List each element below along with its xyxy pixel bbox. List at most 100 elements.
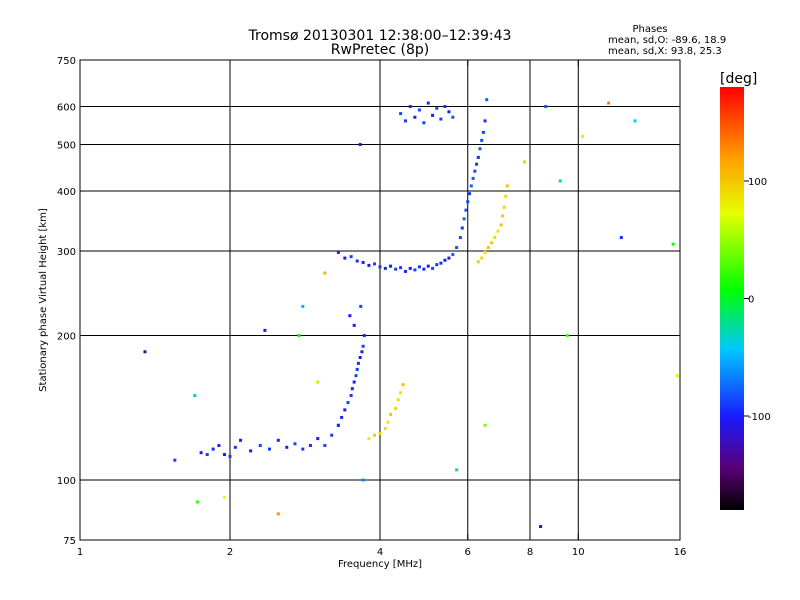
data-point xyxy=(358,355,362,359)
grid-lines xyxy=(80,60,680,540)
data-point xyxy=(293,442,297,446)
data-point xyxy=(502,205,506,209)
data-point xyxy=(422,121,426,125)
data-point xyxy=(349,394,353,398)
data-point xyxy=(478,147,482,151)
data-point xyxy=(223,453,227,457)
stats-x-line: mean, sd,X: 93.8, 25.3 xyxy=(608,46,722,57)
data-point xyxy=(352,380,356,384)
y-tick-label: 500 xyxy=(57,141,76,152)
data-point xyxy=(464,208,468,212)
data-point xyxy=(301,304,305,308)
data-point xyxy=(373,262,377,266)
data-point xyxy=(346,401,350,405)
y-tick-label: 100 xyxy=(57,476,76,487)
data-point xyxy=(383,427,387,431)
data-point xyxy=(195,500,199,504)
data-point xyxy=(475,162,479,166)
data-point xyxy=(417,265,421,269)
data-point xyxy=(389,412,393,416)
colorbar xyxy=(720,87,744,510)
data-point xyxy=(426,101,430,105)
data-point xyxy=(394,406,398,410)
data-point xyxy=(361,344,365,348)
data-point xyxy=(323,271,327,275)
data-point xyxy=(435,263,439,267)
data-point xyxy=(455,246,459,250)
data-point xyxy=(217,444,221,448)
data-point xyxy=(263,328,267,332)
data-point xyxy=(408,105,412,109)
data-point xyxy=(362,334,366,338)
colorbar-tick-label: 100 xyxy=(748,177,767,188)
data-point xyxy=(367,263,371,267)
chart-title: Tromsø 20130301 12:38:00–12:39:43 xyxy=(248,28,512,44)
x-tick-label: 6 xyxy=(465,547,471,558)
data-point xyxy=(439,261,443,265)
data-point xyxy=(485,98,489,102)
data-point xyxy=(483,250,487,254)
data-point xyxy=(483,119,487,123)
chart-subtitle: RwPretec (8p) xyxy=(331,42,429,58)
data-point xyxy=(403,119,407,123)
data-point xyxy=(422,267,426,271)
data-point xyxy=(249,449,253,453)
data-point xyxy=(443,105,447,109)
colorbar-ticks: 100 0 -100 xyxy=(744,177,771,423)
x-tick-label: 10 xyxy=(572,547,585,558)
x-axis-ticks: 1 2 4 6 8 10 16 xyxy=(77,60,687,558)
data-point xyxy=(435,106,439,110)
x-tick-label: 16 xyxy=(674,547,687,558)
x-axis-label: Frequency [MHz] xyxy=(338,559,422,570)
data-point xyxy=(399,112,403,116)
data-point xyxy=(308,444,312,448)
data-point xyxy=(476,155,480,159)
data-point xyxy=(413,268,417,272)
data-point xyxy=(383,266,387,270)
data-point xyxy=(396,398,400,402)
data-point xyxy=(340,415,344,419)
data-point xyxy=(389,264,393,268)
data-point xyxy=(501,214,505,218)
y-axis-label: Stationary phase Virtual Height [km] xyxy=(38,208,49,392)
data-point xyxy=(193,394,197,398)
data-point xyxy=(462,217,466,221)
data-point xyxy=(394,267,398,271)
data-point xyxy=(285,445,289,449)
data-point xyxy=(233,445,237,449)
data-point xyxy=(483,423,487,427)
data-point xyxy=(468,192,472,196)
data-point xyxy=(490,241,494,245)
data-point xyxy=(451,115,455,119)
data-point xyxy=(675,374,679,378)
data-point xyxy=(607,101,611,105)
y-tick-label: 200 xyxy=(57,332,76,343)
data-point xyxy=(199,451,203,455)
data-point xyxy=(343,256,347,260)
data-point xyxy=(205,453,209,457)
data-point xyxy=(523,160,527,164)
data-point xyxy=(356,361,360,365)
data-point xyxy=(399,266,403,270)
data-point xyxy=(496,229,500,233)
data-point xyxy=(336,250,340,254)
data-point xyxy=(480,138,484,142)
data-point xyxy=(360,350,364,354)
data-point xyxy=(466,200,470,204)
y-tick-label: 300 xyxy=(57,247,76,258)
x-tick-label: 1 xyxy=(77,547,83,558)
stats-header: Phases xyxy=(632,24,667,35)
data-point xyxy=(413,115,417,119)
data-point xyxy=(401,383,405,387)
data-point xyxy=(493,236,497,240)
data-point xyxy=(565,334,569,338)
data-point xyxy=(367,437,371,441)
data-point xyxy=(460,226,464,230)
data-point xyxy=(297,334,301,338)
data-point xyxy=(581,134,585,138)
data-point xyxy=(359,304,363,308)
data-point xyxy=(447,110,451,114)
data-points xyxy=(143,98,679,529)
data-point xyxy=(471,176,475,180)
data-point xyxy=(671,242,675,246)
